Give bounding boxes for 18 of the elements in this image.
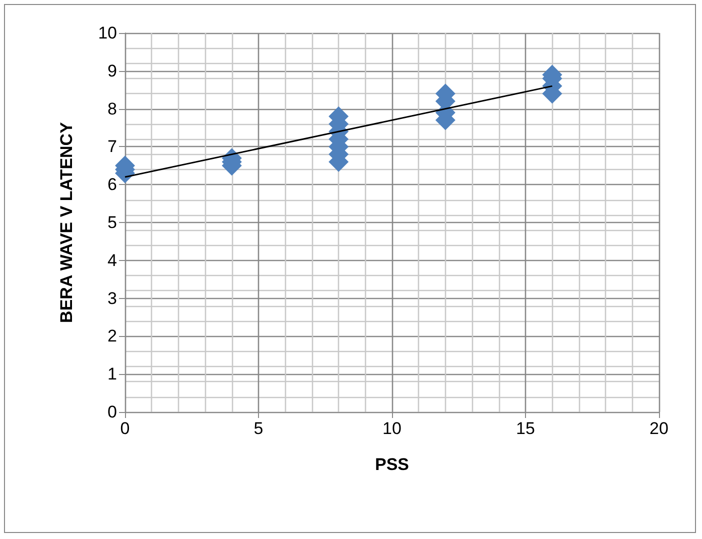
y-tick-label: 8 [108,99,117,118]
y-tick-label: 2 [108,326,117,346]
y-tick-label: 3 [108,288,117,308]
x-tick-label: 15 [516,419,535,438]
y-tick-label: 0 [108,402,117,422]
y-tick-label: 1 [108,364,117,384]
y-tick-label: 5 [108,213,117,232]
y-tick-label: 7 [108,137,117,156]
y-tick-label: 6 [108,175,117,194]
y-tick-label: 10 [98,24,117,42]
y-tick-label: 4 [108,250,117,270]
x-tick-label: 0 [120,419,130,438]
y-axis-title: BERA WAVE V LATENCY [57,121,76,323]
y-tick-label: 9 [108,61,117,80]
x-tick-label: 20 [650,419,668,438]
x-axis-title: PSS [374,455,410,474]
x-tick-label: 5 [254,419,264,438]
x-tick-label: 10 [382,419,402,438]
